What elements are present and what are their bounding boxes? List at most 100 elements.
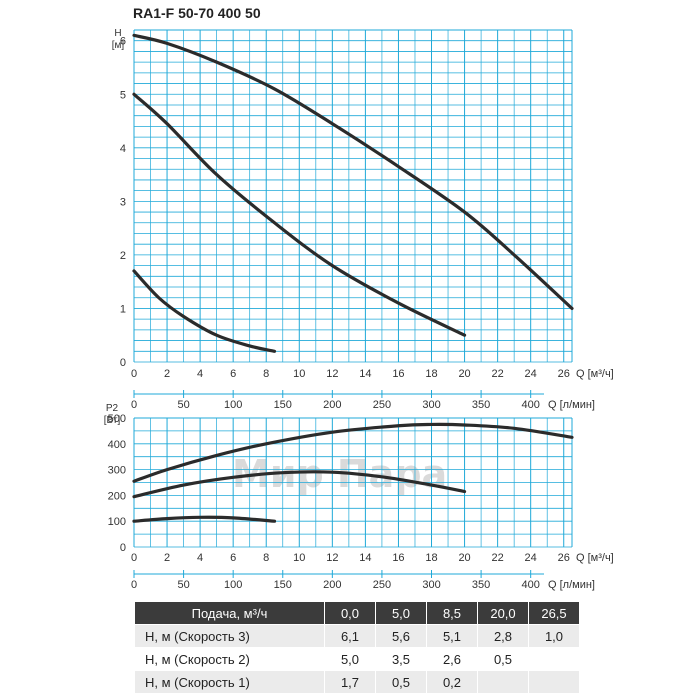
- x-axis-label: Q [м³/ч]: [576, 368, 614, 380]
- x-tick-label: 4: [197, 552, 203, 564]
- x-tick-label: 16: [392, 552, 404, 564]
- series-curve-скорость-2: [132, 470, 467, 499]
- x-tick-label: 8: [263, 552, 269, 564]
- series-curve-скорость-1: [132, 269, 277, 353]
- table-header-row: Подача, м³/ч 0,0 5,0 8,5 20,0 26,5: [134, 601, 580, 625]
- x-tick-label: 2: [164, 552, 170, 564]
- y-tick-label: 400: [108, 439, 126, 451]
- secondary-x-tick-label: 150: [274, 399, 292, 411]
- y-axis-label: H: [114, 28, 121, 39]
- x-tick-label: 20: [458, 368, 470, 380]
- performance-table: Подача, м³/ч 0,0 5,0 8,5 20,0 26,5 H, м …: [134, 601, 580, 694]
- y-tick-label: 200: [108, 490, 126, 502]
- table-cell: H, м (Скорость 3): [134, 624, 325, 648]
- x-tick-label: 10: [293, 368, 305, 380]
- secondary-x-tick-label: 0: [131, 579, 137, 591]
- series-curve-скорость-3: [132, 422, 574, 483]
- secondary-x-tick-label: 150: [274, 579, 292, 591]
- secondary-x-tick-label: 50: [177, 579, 189, 591]
- secondary-x-axis-label: Q [л/мин]: [548, 399, 595, 411]
- x-tick-label: 2: [164, 368, 170, 380]
- x-tick-label: 0: [131, 552, 137, 564]
- secondary-x-tick-label: 200: [323, 579, 341, 591]
- x-tick-label: 8: [263, 368, 269, 380]
- y-tick-label: 6: [120, 36, 126, 48]
- table-header-cell: 26,5: [528, 601, 580, 625]
- secondary-x-tick-label: 0: [131, 399, 137, 411]
- table-cell: 2,6: [426, 647, 478, 671]
- y-tick-label: 100: [108, 516, 126, 528]
- table-cell: [528, 647, 580, 671]
- table-row: H, м (Скорость 3) 6,1 5,6 5,1 2,8 1,0: [134, 624, 580, 648]
- table-cell: H, м (Скорость 2): [134, 647, 325, 671]
- y-tick-label: 2: [120, 250, 126, 262]
- secondary-x-tick-label: 100: [224, 579, 242, 591]
- x-tick-label: 20: [458, 552, 470, 564]
- x-tick-label: 0: [131, 368, 137, 380]
- table-cell: 0,2: [426, 670, 478, 694]
- x-tick-label: 24: [525, 368, 537, 380]
- table-row: H, м (Скорость 2) 5,0 3,5 2,6 0,5: [134, 647, 580, 671]
- table-cell: 0,5: [375, 670, 427, 694]
- y-axis-label: P2: [106, 403, 119, 414]
- table-header-cell: 20,0: [477, 601, 529, 625]
- x-tick-label: 26: [558, 368, 570, 380]
- table-cell: [477, 670, 529, 694]
- secondary-x-tick-label: 400: [521, 399, 539, 411]
- x-tick-label: 4: [197, 368, 203, 380]
- table-cell: [528, 670, 580, 694]
- secondary-x-tick-label: 100: [224, 399, 242, 411]
- table-cell: 1,0: [528, 624, 580, 648]
- table-cell: 5,1: [426, 624, 478, 648]
- series-curve-скорость-1: [132, 515, 277, 523]
- y-axis-label: [Вт]: [104, 415, 121, 426]
- y-axis-label: [м]: [112, 40, 125, 51]
- x-tick-label: 22: [491, 552, 503, 564]
- table-cell: 5,6: [375, 624, 427, 648]
- secondary-x-tick-label: 350: [472, 399, 490, 411]
- table-cell: 6,1: [324, 624, 376, 648]
- x-tick-label: 22: [491, 368, 503, 380]
- y-tick-label: 4: [120, 143, 126, 155]
- secondary-x-tick-label: 50: [177, 399, 189, 411]
- secondary-x-tick-label: 200: [323, 399, 341, 411]
- table-cell: 0,5: [477, 647, 529, 671]
- table-cell: 5,0: [324, 647, 376, 671]
- y-tick-label: 5: [120, 89, 126, 101]
- secondary-x-tick-label: 250: [373, 579, 391, 591]
- x-tick-label: 12: [326, 368, 338, 380]
- table-header-cell: 8,5: [426, 601, 478, 625]
- table-cell: 2,8: [477, 624, 529, 648]
- y-tick-label: 0: [120, 357, 126, 369]
- table-header-cell: 0,0: [324, 601, 376, 625]
- table-header-cell: 5,0: [375, 601, 427, 625]
- x-tick-label: 10: [293, 552, 305, 564]
- secondary-x-axis-label: Q [л/мин]: [548, 579, 595, 591]
- x-tick-label: 18: [425, 552, 437, 564]
- y-tick-label: 300: [108, 465, 126, 477]
- x-tick-label: 6: [230, 552, 236, 564]
- secondary-x-tick-label: 300: [422, 579, 440, 591]
- x-tick-label: 6: [230, 368, 236, 380]
- table-row: H, м (Скорость 1) 1,7 0,5 0,2: [134, 670, 580, 694]
- x-tick-label: 26: [558, 552, 570, 564]
- y-tick-label: 0: [120, 542, 126, 554]
- secondary-x-tick-label: 250: [373, 399, 391, 411]
- table-cell: 3,5: [375, 647, 427, 671]
- y-tick-label: 1: [120, 303, 126, 315]
- x-tick-label: 14: [359, 552, 371, 564]
- secondary-x-tick-label: 350: [472, 579, 490, 591]
- chart-title: RA1-F 50-70 400 50: [133, 5, 261, 21]
- secondary-x-tick-label: 400: [521, 579, 539, 591]
- x-axis-label: Q [м³/ч]: [576, 552, 614, 564]
- table-header-cell: Подача, м³/ч: [134, 601, 325, 625]
- x-tick-label: 14: [359, 368, 371, 380]
- x-tick-label: 16: [392, 368, 404, 380]
- x-tick-label: 18: [425, 368, 437, 380]
- table-cell: 1,7: [324, 670, 376, 694]
- series-curve-скорость-3: [132, 33, 574, 311]
- x-tick-label: 24: [525, 552, 537, 564]
- secondary-x-tick-label: 300: [422, 399, 440, 411]
- table-cell: H, м (Скорость 1): [134, 670, 325, 694]
